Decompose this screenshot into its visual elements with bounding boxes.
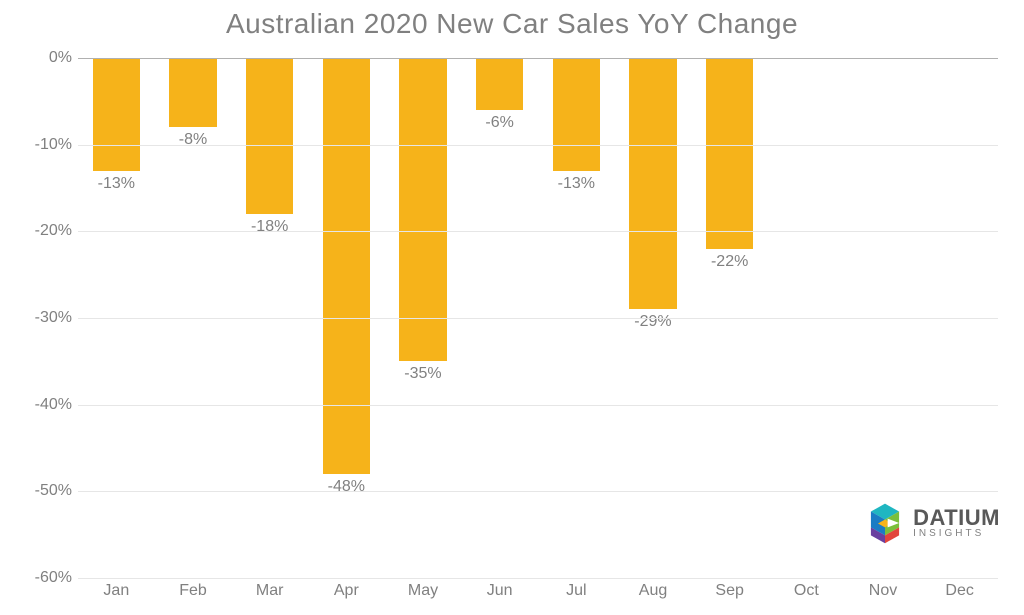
x-axis-tick-label: Nov	[869, 582, 897, 600]
x-axis-tick-label: Feb	[179, 582, 207, 600]
gridline	[78, 58, 998, 59]
bar-value-label: -13%	[78, 175, 155, 193]
y-axis-tick-label: -50%	[12, 482, 72, 500]
gridline	[78, 405, 998, 406]
bar-value-label: -22%	[691, 253, 768, 271]
bar	[323, 58, 371, 474]
x-axis-tick-label: Jul	[566, 582, 586, 600]
bar	[476, 58, 524, 110]
gridline	[78, 145, 998, 146]
x-axis-tick-label: Sep	[715, 582, 743, 600]
x-axis-tick-label: May	[408, 582, 438, 600]
plot-area: -13% -8% -18% -48% -35% -6% -13% -29% -22%	[78, 58, 998, 578]
bar	[93, 58, 141, 171]
x-axis-tick-label: Aug	[639, 582, 667, 600]
bar	[553, 58, 601, 171]
logo-sub: INSIGHTS	[913, 529, 1000, 539]
x-axis-tick-label: Oct	[794, 582, 819, 600]
bar-value-label: -35%	[385, 365, 462, 383]
y-axis-tick-label: 0%	[12, 49, 72, 67]
x-axis-tick-label: Dec	[945, 582, 973, 600]
y-axis-tick-label: -10%	[12, 136, 72, 154]
bar-value-label: -29%	[615, 313, 692, 331]
bar-value-label: -13%	[538, 175, 615, 193]
y-axis-tick-label: -30%	[12, 309, 72, 327]
gridline	[78, 578, 998, 579]
x-axis-tick-label: Apr	[334, 582, 359, 600]
y-axis-tick-label: -60%	[12, 569, 72, 587]
y-axis-tick-label: -40%	[12, 396, 72, 414]
gridline	[78, 231, 998, 232]
x-axis-tick-label: Mar	[256, 582, 284, 600]
bar-value-label: -48%	[308, 478, 385, 496]
y-axis-tick-label: -20%	[12, 222, 72, 240]
logo-main: DATIUM	[913, 507, 1000, 529]
bar-value-label: -8%	[155, 131, 232, 149]
bar	[169, 58, 217, 127]
bar-value-label: -18%	[231, 218, 308, 236]
chart-container: Australian 2020 New Car Sales YoY Change…	[0, 0, 1024, 615]
bar	[629, 58, 677, 309]
bar-value-label: -6%	[461, 114, 538, 132]
chart-title: Australian 2020 New Car Sales YoY Change	[0, 8, 1024, 40]
gridline	[78, 318, 998, 319]
brand-logo: DATIUM INSIGHTS	[863, 501, 1000, 545]
x-axis-tick-label: Jun	[487, 582, 513, 600]
bar	[399, 58, 447, 361]
logo-text: DATIUM INSIGHTS	[913, 507, 1000, 539]
gridline	[78, 491, 998, 492]
bar	[246, 58, 294, 214]
x-axis-tick-label: Jan	[103, 582, 129, 600]
logo-icon	[863, 501, 907, 545]
bar	[706, 58, 754, 249]
